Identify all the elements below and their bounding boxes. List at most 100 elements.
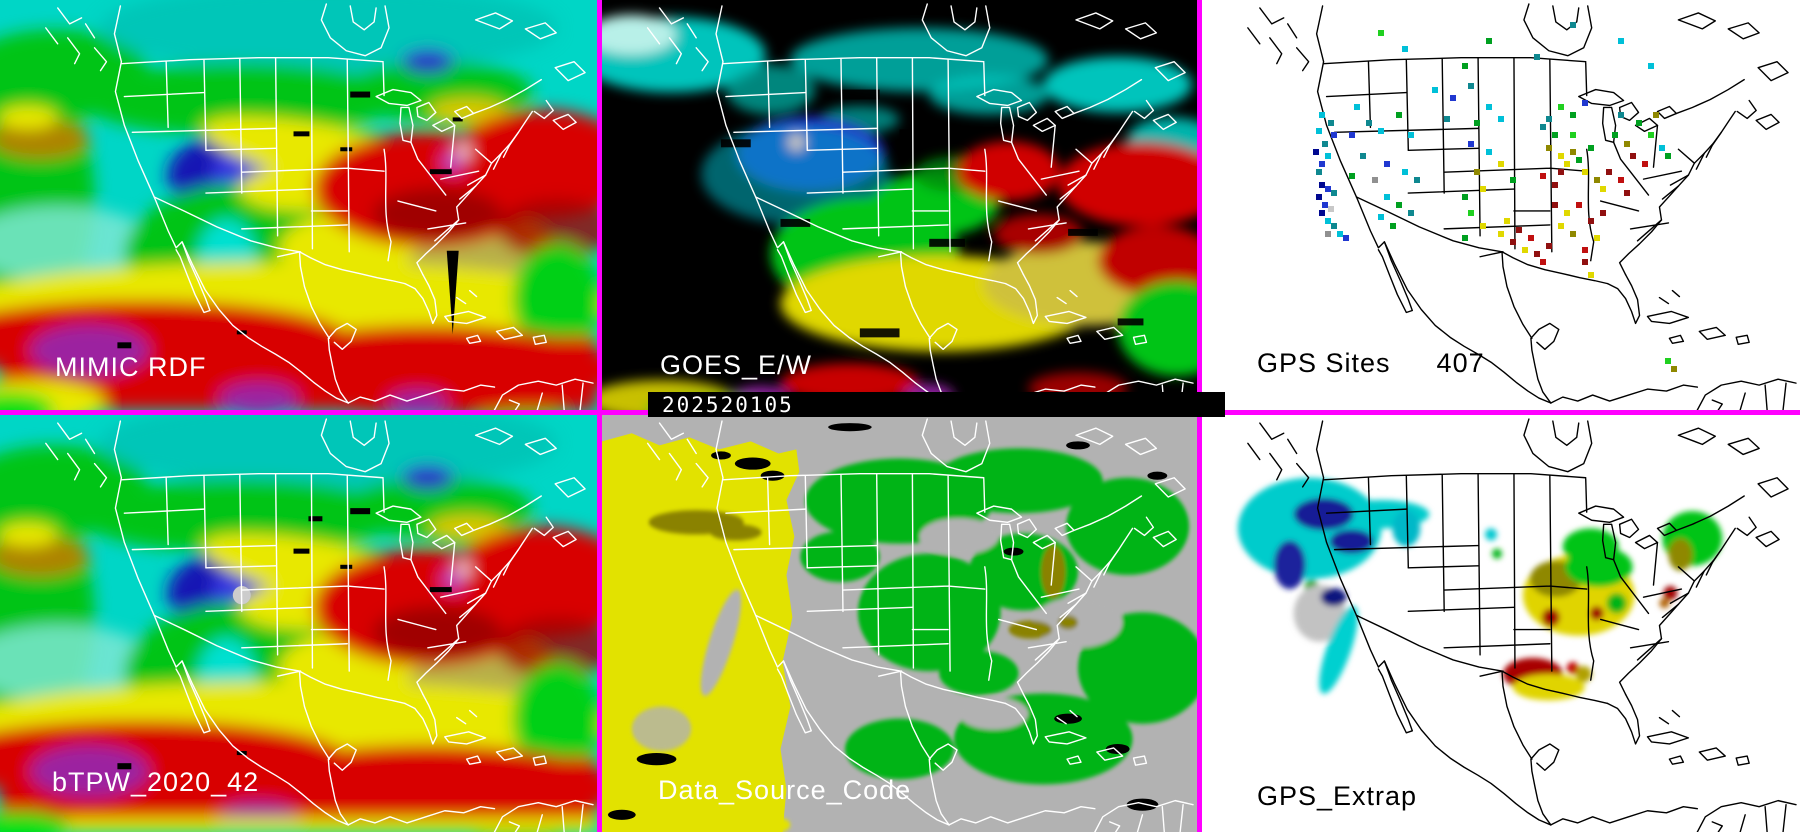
gps-site-dot [1444, 115, 1451, 122]
gps-site-dot [1569, 111, 1576, 118]
gps-site-dot [1348, 132, 1355, 139]
gps-site-dot [1617, 38, 1624, 44]
gps-site-dot [1348, 173, 1355, 180]
gps-site-dot [1509, 238, 1516, 245]
gps-site-dot [1665, 152, 1672, 159]
gps-site-dot [1647, 132, 1654, 139]
gps-site-dot [1330, 189, 1337, 196]
gps-site-dot [1647, 62, 1654, 69]
gps-site-dot [1402, 46, 1409, 53]
gps-site-dot [1557, 169, 1564, 176]
gps-site-dot [1390, 222, 1397, 229]
gps-site-dot [1402, 169, 1409, 176]
panel-title-data-source: Data_Source_Code [658, 775, 912, 805]
gps-site-dot [1360, 152, 1367, 159]
gps-site-dot [1384, 161, 1391, 167]
gps-site-dot [1324, 185, 1331, 192]
panel-gps-extrap: GPS_Extrap [1202, 415, 1800, 832]
data-source-map [602, 415, 1197, 832]
gps-site-dot [1396, 111, 1403, 118]
gps-site-dot [1563, 210, 1570, 217]
gps-site-dot [1324, 152, 1331, 159]
gps-site-dot [1569, 230, 1576, 237]
gps-site-dot [1557, 152, 1564, 159]
gps-site-dot [1462, 62, 1469, 69]
gps-site-dot [1327, 206, 1334, 213]
gps-site-dot [1593, 177, 1600, 184]
gps-site-dot [1315, 169, 1322, 176]
gps-site-dot [1330, 222, 1337, 229]
gps-site-dot [1539, 124, 1546, 131]
gps-site-dot [1408, 132, 1415, 139]
gps-site-dot [1545, 115, 1552, 122]
gps-site-dot [1629, 152, 1636, 159]
gps-site-dot [1408, 210, 1415, 217]
gps-site-dot [1462, 193, 1469, 200]
gps-site-dot [1551, 181, 1558, 188]
gps-site-dot [1321, 202, 1328, 208]
gps-site-dot [1503, 218, 1510, 225]
gps-site-dot [1533, 251, 1540, 258]
gps-site-dot [1378, 29, 1385, 36]
gps-site-dot [1569, 21, 1576, 28]
gps-site-dot [1450, 95, 1457, 102]
gps-site-dot [1569, 132, 1576, 139]
gps-site-dot [1486, 103, 1493, 110]
gps-site-dot [1641, 161, 1648, 167]
panel-data-source-code: Data_Source_Code [602, 415, 1197, 832]
gps-site-dot [1605, 169, 1612, 176]
gps-site-dot [1575, 202, 1582, 208]
gps-site-dot [1623, 140, 1630, 147]
gps-site-dot [1354, 103, 1361, 110]
panel-mimic-rdf: MIMIC RDF [0, 0, 597, 410]
gps-site-dot [1575, 156, 1582, 163]
panel-btpw: bTPW_2020_42 [0, 415, 597, 832]
gps-site-dot [1581, 259, 1588, 266]
panel-goes-ew: GOES_E/W [602, 0, 1197, 410]
gps-site-dot [1366, 120, 1373, 126]
panel-title-gps-sites: GPS Sites 407 [1257, 348, 1485, 379]
gps-site-dot [1521, 247, 1528, 254]
gps-site-dot [1330, 132, 1337, 139]
gps-site-dot [1659, 144, 1666, 151]
gps-site-dot [1581, 99, 1588, 106]
gps-site-dot [1599, 185, 1606, 192]
gps-site-dot [1474, 120, 1481, 126]
gps-site-dot [1378, 128, 1385, 135]
gps-site-dot [1327, 120, 1334, 126]
gps-site-dot [1527, 234, 1534, 241]
panel-title-mimic: MIMIC RDF [55, 352, 207, 382]
gps-site-dot [1342, 234, 1349, 241]
gps-sites-label: GPS Sites [1257, 348, 1391, 378]
gps-extrap-map [1202, 415, 1800, 832]
panel-gps-sites: GPS Sites 407 [1202, 0, 1800, 410]
timestamp-bar: 202520105 [648, 392, 1225, 417]
gps-site-dot [1414, 177, 1421, 184]
gps-site-dot [1623, 189, 1630, 196]
gps-site-dot [1587, 271, 1594, 278]
gps-site-dot [1336, 230, 1343, 237]
panel-title-goes: GOES_E/W [660, 350, 813, 380]
gps-site-dot [1617, 177, 1624, 184]
gps-site-dot [1653, 111, 1660, 118]
panel-title-btpw: bTPW_2020_42 [52, 767, 260, 797]
gps-site-dot [1396, 202, 1403, 208]
gps-site-dot [1486, 38, 1493, 44]
gps-site-dot [1587, 144, 1594, 151]
gps-site-dot [1378, 214, 1385, 221]
goes-ew-map [602, 0, 1197, 410]
gps-site-dot [1593, 234, 1600, 241]
gps-site-dot [1545, 144, 1552, 151]
gps-site-dot [1318, 210, 1325, 217]
gps-site-dot [1462, 234, 1469, 241]
gps-site-dot [1468, 140, 1475, 147]
gps-site-dot [1480, 185, 1487, 192]
gps-site-dot [1611, 132, 1618, 139]
gps-site-dot [1581, 169, 1588, 176]
gps-site-markers [1202, 0, 1800, 410]
gps-site-dot [1315, 193, 1322, 200]
gps-site-dot [1468, 210, 1475, 217]
gps-site-dot [1539, 173, 1546, 180]
panel-title-gps-extrap: GPS_Extrap [1257, 781, 1418, 811]
gps-site-dot [1557, 222, 1564, 229]
